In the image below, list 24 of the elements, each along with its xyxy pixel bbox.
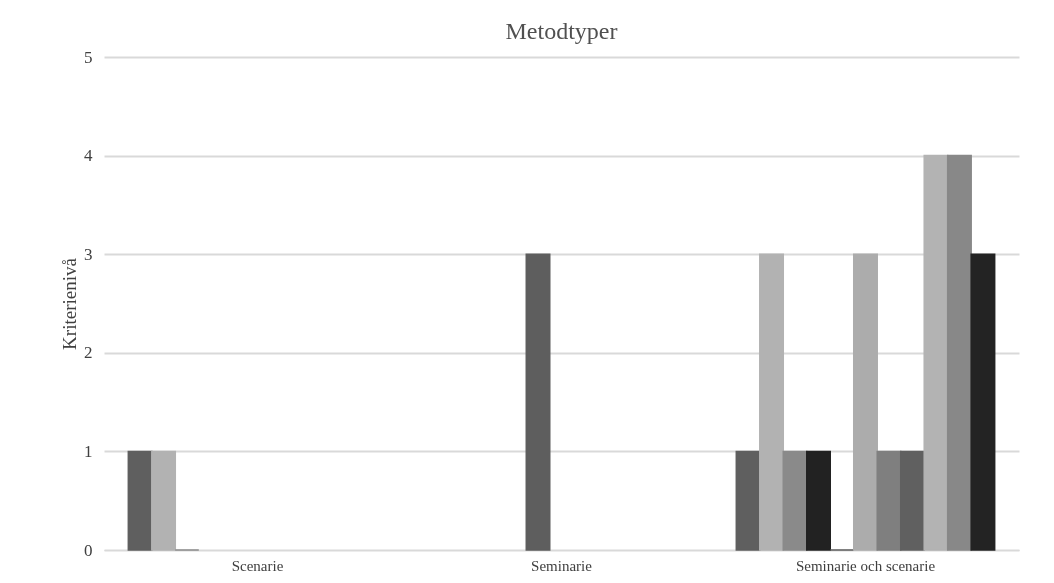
bar: [806, 450, 831, 551]
bar: [735, 450, 761, 551]
y-tick-label: 1: [84, 441, 93, 461]
bar: [970, 253, 996, 551]
bar: [899, 450, 925, 551]
bar: [876, 450, 902, 551]
bar: [946, 154, 972, 551]
y-tick-label: 5: [84, 47, 93, 67]
x-tick-label: Seminarie: [531, 557, 593, 574]
bar: [127, 450, 153, 551]
bar: [782, 450, 808, 551]
bar: [151, 450, 177, 551]
bar: [852, 253, 878, 551]
y-axis-title: Kriterienivå: [59, 257, 80, 350]
x-tick-label: Scenarie: [231, 557, 284, 574]
bar: [923, 154, 949, 551]
y-tick-label: 2: [84, 343, 93, 363]
chart-title: Metodtyper: [505, 18, 618, 44]
y-tick-label: 0: [84, 540, 93, 560]
x-tick-label: Seminarie och scenarie: [795, 557, 936, 574]
bar: [759, 253, 785, 551]
y-tick-label: 3: [84, 244, 93, 264]
bar: [525, 253, 551, 551]
y-tick-label: 4: [84, 146, 93, 166]
